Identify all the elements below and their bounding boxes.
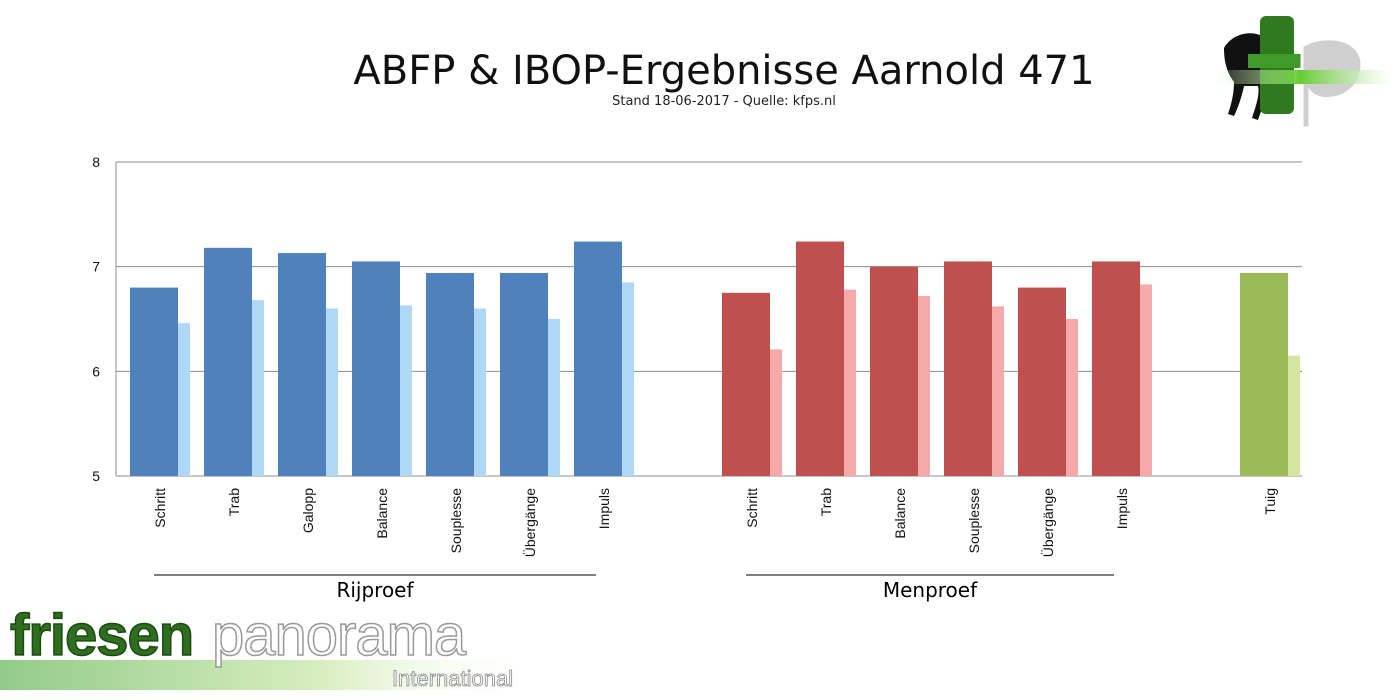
bar: [722, 292, 770, 476]
category-label: Impuls: [1114, 488, 1130, 529]
y-tick-label: 5: [92, 468, 100, 484]
kfps-logo: fp: [1210, 16, 1390, 130]
y-tick-label: 8: [92, 154, 100, 170]
y-tick-label: 7: [92, 259, 100, 275]
bar-secondary: [1288, 355, 1300, 476]
y-tick-label: 6: [92, 363, 100, 379]
bar: [352, 261, 400, 476]
bar: [204, 247, 252, 476]
brand-word-friesen: friesen: [10, 603, 193, 668]
axes: [115, 162, 1114, 576]
bar: [870, 266, 918, 476]
bar-secondary: [474, 308, 486, 476]
bar: [944, 261, 992, 476]
bar-secondary: [1140, 284, 1152, 476]
category-label: Impuls: [596, 488, 612, 529]
bar-secondary: [918, 295, 930, 476]
chart-subtitle: Stand 18-06-2017 - Quelle: kfps.nl: [612, 94, 836, 109]
bar-secondary: [992, 306, 1004, 476]
category-label: Souplesse: [966, 488, 982, 554]
bar-secondary: [622, 282, 634, 476]
labels: 5 6 7 8 Schritt Trab Galopp Balance Souplesse Übe…: [92, 154, 1278, 602]
bar: [426, 272, 474, 476]
bar: [574, 241, 622, 476]
brand-word-panorama: panorama: [212, 603, 467, 668]
bar-secondary: [178, 323, 190, 476]
category-label: Trab: [226, 488, 242, 516]
bar-secondary: [844, 289, 856, 476]
category-label: Übergänge: [1039, 488, 1056, 557]
bar: [130, 287, 178, 476]
bar-secondary: [1066, 319, 1078, 476]
category-label: Balance: [892, 488, 908, 539]
group-label: Rijproef: [336, 578, 414, 602]
bar: [500, 272, 548, 476]
bar-secondary: [548, 319, 560, 476]
bar: [278, 253, 326, 476]
chart-title: ABFP & IBOP-Ergebnisse Aarnold 471: [353, 48, 1095, 94]
category-label: Übergänge: [521, 488, 538, 557]
category-label: Schritt: [744, 488, 760, 528]
category-label: Galopp: [300, 488, 316, 533]
bar: [1240, 272, 1288, 476]
category-label: Trab: [818, 488, 834, 516]
friesenpanorama-logo: friesen panorama International: [0, 602, 540, 691]
bar-secondary: [326, 308, 338, 476]
category-label: Souplesse: [448, 488, 464, 554]
category-label: Balance: [374, 488, 390, 539]
bar-secondary: [400, 305, 412, 476]
brand-sub: International: [392, 666, 513, 691]
bar: [1092, 261, 1140, 476]
bars: [130, 241, 1300, 476]
bar-secondary: [252, 300, 264, 476]
category-label: Tuig: [1262, 488, 1278, 515]
category-label: Schritt: [152, 488, 168, 528]
bar-secondary: [770, 349, 782, 476]
group-label: Menproef: [883, 578, 978, 602]
bar: [796, 241, 844, 476]
bar: [1018, 287, 1066, 476]
